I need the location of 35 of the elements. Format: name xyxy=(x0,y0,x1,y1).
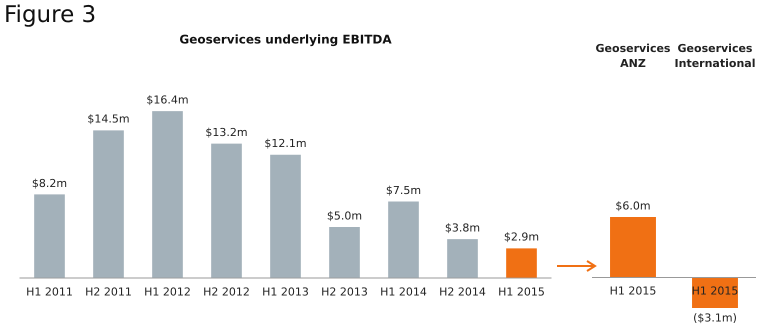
x-tick-label: H2 2012 xyxy=(203,285,250,298)
bar xyxy=(34,194,65,278)
data-label: $12.1m xyxy=(264,137,307,150)
x-tick-label: H2 2013 xyxy=(321,285,368,298)
text: Geoservices International xyxy=(674,42,756,70)
bar xyxy=(93,130,124,278)
x-tick-label: H2 2011 xyxy=(85,285,132,298)
data-label: $5.0m xyxy=(326,209,362,222)
data-label: $14.5m xyxy=(87,112,130,126)
bar xyxy=(506,248,537,278)
data-label: $6.0m xyxy=(615,199,651,212)
data-label: $7.5m xyxy=(386,184,422,197)
bar xyxy=(388,202,419,278)
x-tick-label: H1 2015 xyxy=(610,284,656,298)
bar xyxy=(152,111,183,278)
x-tick-label: H2 2014 xyxy=(439,285,486,298)
x-tick-label: H1 2014 xyxy=(380,285,427,298)
data-label: $2.9m xyxy=(504,230,540,244)
x-tick-label: H1 2015 xyxy=(498,285,545,298)
data-label: $8.2m xyxy=(32,176,68,190)
x-tick-label: H1 2015 xyxy=(692,284,738,298)
bar xyxy=(211,144,242,278)
text: Geoservices ANZ xyxy=(596,42,671,70)
x-tick-label: H1 2011 xyxy=(26,285,73,298)
data-label: $16.4m xyxy=(146,93,189,106)
x-tick-label: H1 2013 xyxy=(262,285,309,298)
data-label: $3.8m xyxy=(444,222,480,235)
bar xyxy=(270,154,301,278)
bar xyxy=(447,239,478,278)
x-tick-label: H1 2012 xyxy=(144,285,191,298)
caption: Figure 3 xyxy=(4,2,96,28)
chart-title: Geoservices underlying EBITDA xyxy=(179,32,392,46)
data-label: ($3.1m) xyxy=(693,311,737,324)
data-label: $13.2m xyxy=(205,126,248,139)
bar xyxy=(329,226,360,278)
